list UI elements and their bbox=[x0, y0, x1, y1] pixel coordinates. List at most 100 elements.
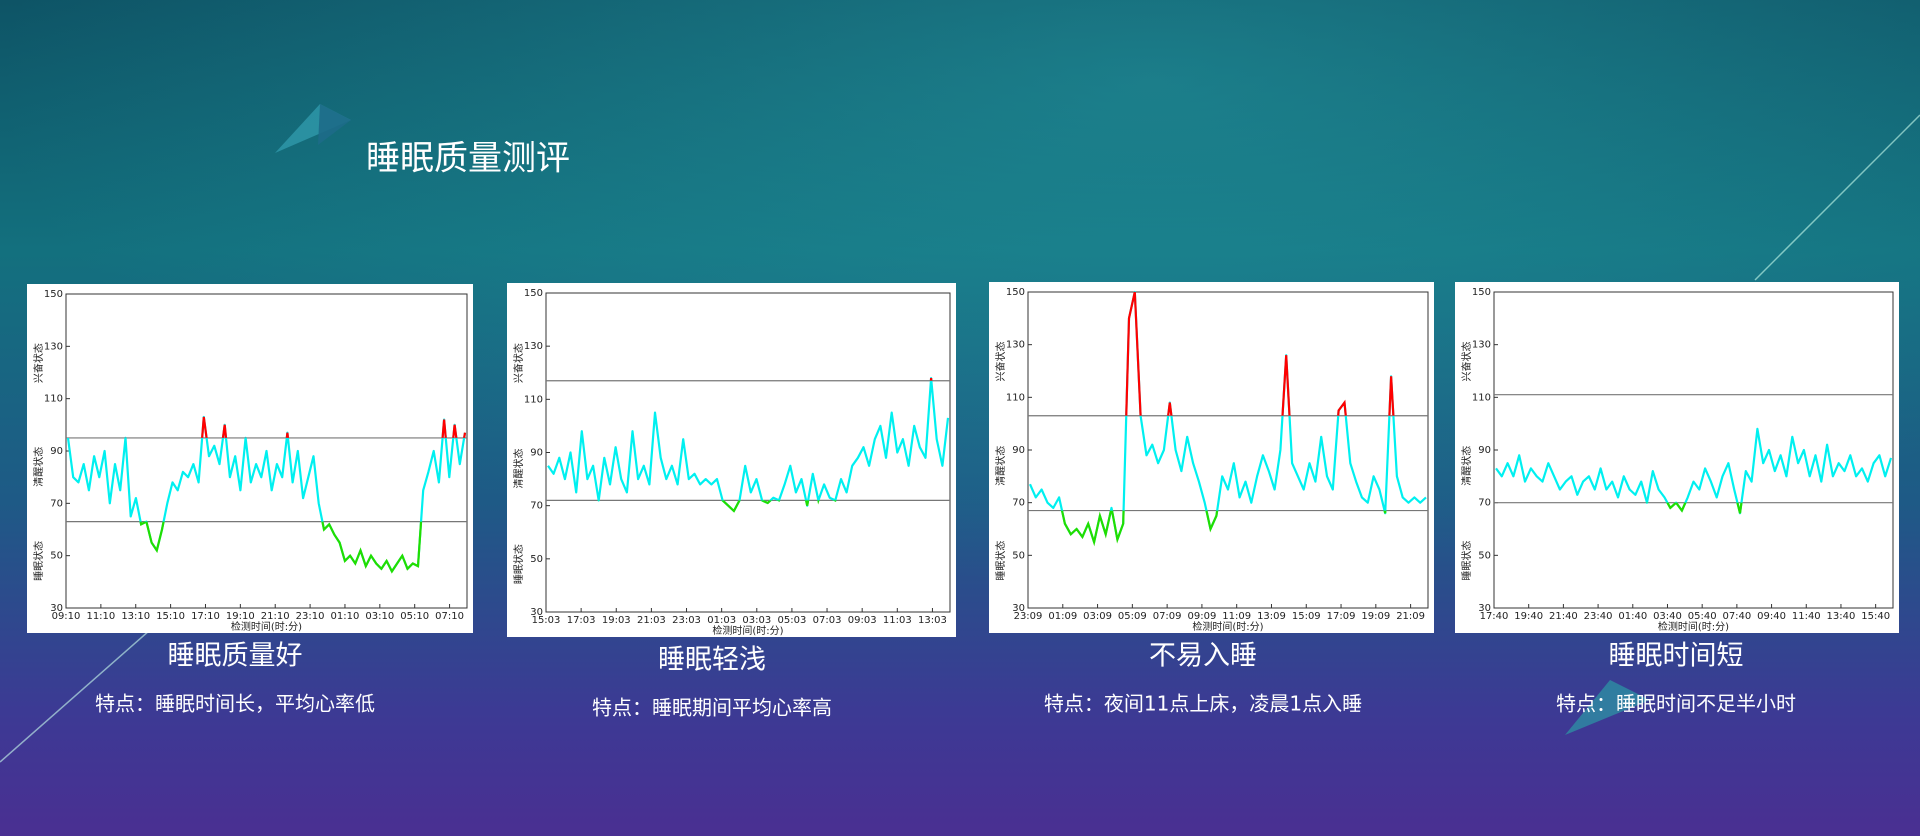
chart-background bbox=[27, 284, 473, 633]
y-state-label: 睡眠状态 bbox=[32, 541, 45, 581]
x-tick-label: 17:40 bbox=[1480, 611, 1509, 622]
x-tick-label: 05:10 bbox=[400, 611, 429, 622]
x-tick-label: 07:40 bbox=[1722, 611, 1751, 622]
y-state-label: 睡眠状态 bbox=[512, 544, 525, 584]
x-tick-label: 13:03 bbox=[918, 615, 947, 626]
y-tick-label: 110 bbox=[1472, 392, 1491, 403]
x-tick-label: 01:03 bbox=[707, 615, 736, 626]
x-tick-label: 13:40 bbox=[1827, 611, 1856, 622]
heart-rate-line bbox=[547, 377, 950, 513]
chart-background bbox=[989, 282, 1434, 633]
x-tick-label: 15:10 bbox=[156, 611, 185, 622]
y-state-label: 兴奋状态 bbox=[994, 342, 1007, 382]
x-tick-label: 03:10 bbox=[365, 611, 394, 622]
x-tick-label: 01:09 bbox=[1048, 611, 1077, 622]
decor-triangle bbox=[1565, 680, 1650, 735]
y-tick-label: 130 bbox=[524, 341, 543, 352]
y-tick-label: 30 bbox=[530, 607, 543, 618]
heart-rate-low bbox=[1060, 510, 1387, 547]
y-tick-label: 90 bbox=[1012, 445, 1025, 456]
x-tick-label: 09:03 bbox=[848, 615, 877, 626]
y-tick-label: 50 bbox=[1478, 550, 1491, 561]
y-tick-label: 90 bbox=[530, 448, 543, 459]
x-axis-label: 检测时间(时:分) bbox=[1192, 620, 1263, 633]
x-tick-label: 19:40 bbox=[1514, 611, 1543, 622]
y-tick-label: 50 bbox=[1012, 550, 1025, 561]
slide-title: 睡眠质量测评 bbox=[366, 139, 570, 179]
x-tick-label: 17:10 bbox=[191, 611, 220, 622]
y-tick-label: 70 bbox=[530, 501, 543, 512]
x-axis-label: 检测时间(时:分) bbox=[712, 624, 783, 637]
chart-caption: 睡眠轻浅 bbox=[658, 645, 766, 676]
y-tick-label: 70 bbox=[1012, 498, 1025, 509]
chart: 30 50 70 90 110 130 150 17:40 19:40 21:40 23:40 01:… bbox=[1455, 282, 1899, 633]
y-tick-label: 50 bbox=[50, 551, 63, 562]
y-tick-label: 70 bbox=[1478, 498, 1491, 509]
chart: 30 50 70 90 110 130 150 09:10 11:10 13:10 15:10 17:… bbox=[27, 284, 473, 633]
chart-caption: 不易入睡 bbox=[1149, 641, 1257, 672]
x-tick-label: 11:03 bbox=[883, 615, 912, 626]
chart-description: 特点：睡眠时间不足半小时 bbox=[1556, 692, 1796, 716]
x-tick-label: 23:40 bbox=[1584, 611, 1613, 622]
x-tick-label: 07:03 bbox=[813, 615, 842, 626]
chart-description: 特点：睡眠时间长，平均心率低 bbox=[95, 692, 375, 716]
y-tick-label: 150 bbox=[44, 289, 63, 300]
x-tick-label: 07:09 bbox=[1153, 611, 1182, 622]
x-tick-label: 23:03 bbox=[672, 615, 701, 626]
x-tick-label: 09:09 bbox=[1187, 611, 1216, 622]
chart: 30 50 70 90 110 130 150 15:03 17:03 19:03 21:03 23:… bbox=[507, 283, 956, 637]
y-state-label: 睡眠状态 bbox=[994, 541, 1007, 581]
decor-line bbox=[0, 629, 151, 763]
x-tick-label: 15:40 bbox=[1861, 611, 1890, 622]
x-axis-label: 检测时间(时:分) bbox=[231, 620, 302, 633]
x-tick-label: 11:10 bbox=[86, 611, 115, 622]
x-axis-label: 检测时间(时:分) bbox=[1658, 620, 1729, 633]
x-tick-label: 03:40 bbox=[1653, 611, 1682, 622]
chart-background bbox=[507, 283, 956, 637]
x-tick-label: 21:03 bbox=[637, 615, 666, 626]
y-tick-label: 90 bbox=[1478, 445, 1491, 456]
chart-description: 特点：睡眠期间平均心率高 bbox=[592, 696, 832, 720]
x-tick-label: 03:03 bbox=[742, 615, 771, 626]
x-tick-label: 09:10 bbox=[52, 611, 81, 622]
y-tick-label: 30 bbox=[1478, 603, 1491, 614]
y-tick-label: 110 bbox=[44, 394, 63, 405]
x-tick-label: 21:10 bbox=[261, 611, 290, 622]
chart-background bbox=[1455, 282, 1899, 633]
x-tick-label: 17:09 bbox=[1327, 611, 1356, 622]
x-tick-label: 19:09 bbox=[1361, 611, 1390, 622]
y-state-label: 兴奋状态 bbox=[512, 343, 525, 383]
chart-caption: 睡眠质量好 bbox=[168, 641, 303, 672]
y-state-label: 睡眠状态 bbox=[1460, 541, 1473, 581]
chart-description: 特点：夜间11点上床，凌晨1点入睡 bbox=[1044, 692, 1362, 716]
y-state-label: 兴奋状态 bbox=[32, 343, 45, 383]
y-tick-label: 130 bbox=[1006, 340, 1025, 351]
x-tick-label: 05:09 bbox=[1118, 611, 1147, 622]
decor-line bbox=[1754, 114, 1920, 281]
y-state-label: 兴奋状态 bbox=[1460, 342, 1473, 382]
x-tick-label: 01:40 bbox=[1618, 611, 1647, 622]
y-tick-label: 130 bbox=[44, 341, 63, 352]
y-tick-label: 110 bbox=[1006, 392, 1025, 403]
chart-caption: 睡眠时间短 bbox=[1609, 641, 1744, 672]
y-tick-label: 30 bbox=[50, 603, 63, 614]
heart-rate-low bbox=[139, 521, 423, 574]
x-tick-label: 23:10 bbox=[296, 611, 325, 622]
y-tick-label: 130 bbox=[1472, 340, 1491, 351]
x-tick-label: 07:10 bbox=[435, 611, 464, 622]
y-tick-label: 150 bbox=[524, 288, 543, 299]
x-tick-label: 09:40 bbox=[1757, 611, 1786, 622]
y-tick-label: 50 bbox=[530, 554, 543, 565]
x-tick-label: 03:09 bbox=[1083, 611, 1112, 622]
y-state-label: 清醒状态 bbox=[512, 448, 525, 488]
heart-rate-line bbox=[1495, 427, 1893, 515]
y-tick-label: 150 bbox=[1006, 287, 1025, 298]
x-tick-label: 19:10 bbox=[226, 611, 255, 622]
x-tick-label: 13:10 bbox=[121, 611, 150, 622]
y-state-label: 清醒状态 bbox=[994, 446, 1007, 486]
x-tick-label: 05:40 bbox=[1688, 611, 1717, 622]
x-tick-label: 21:40 bbox=[1549, 611, 1578, 622]
y-tick-label: 70 bbox=[50, 498, 63, 509]
